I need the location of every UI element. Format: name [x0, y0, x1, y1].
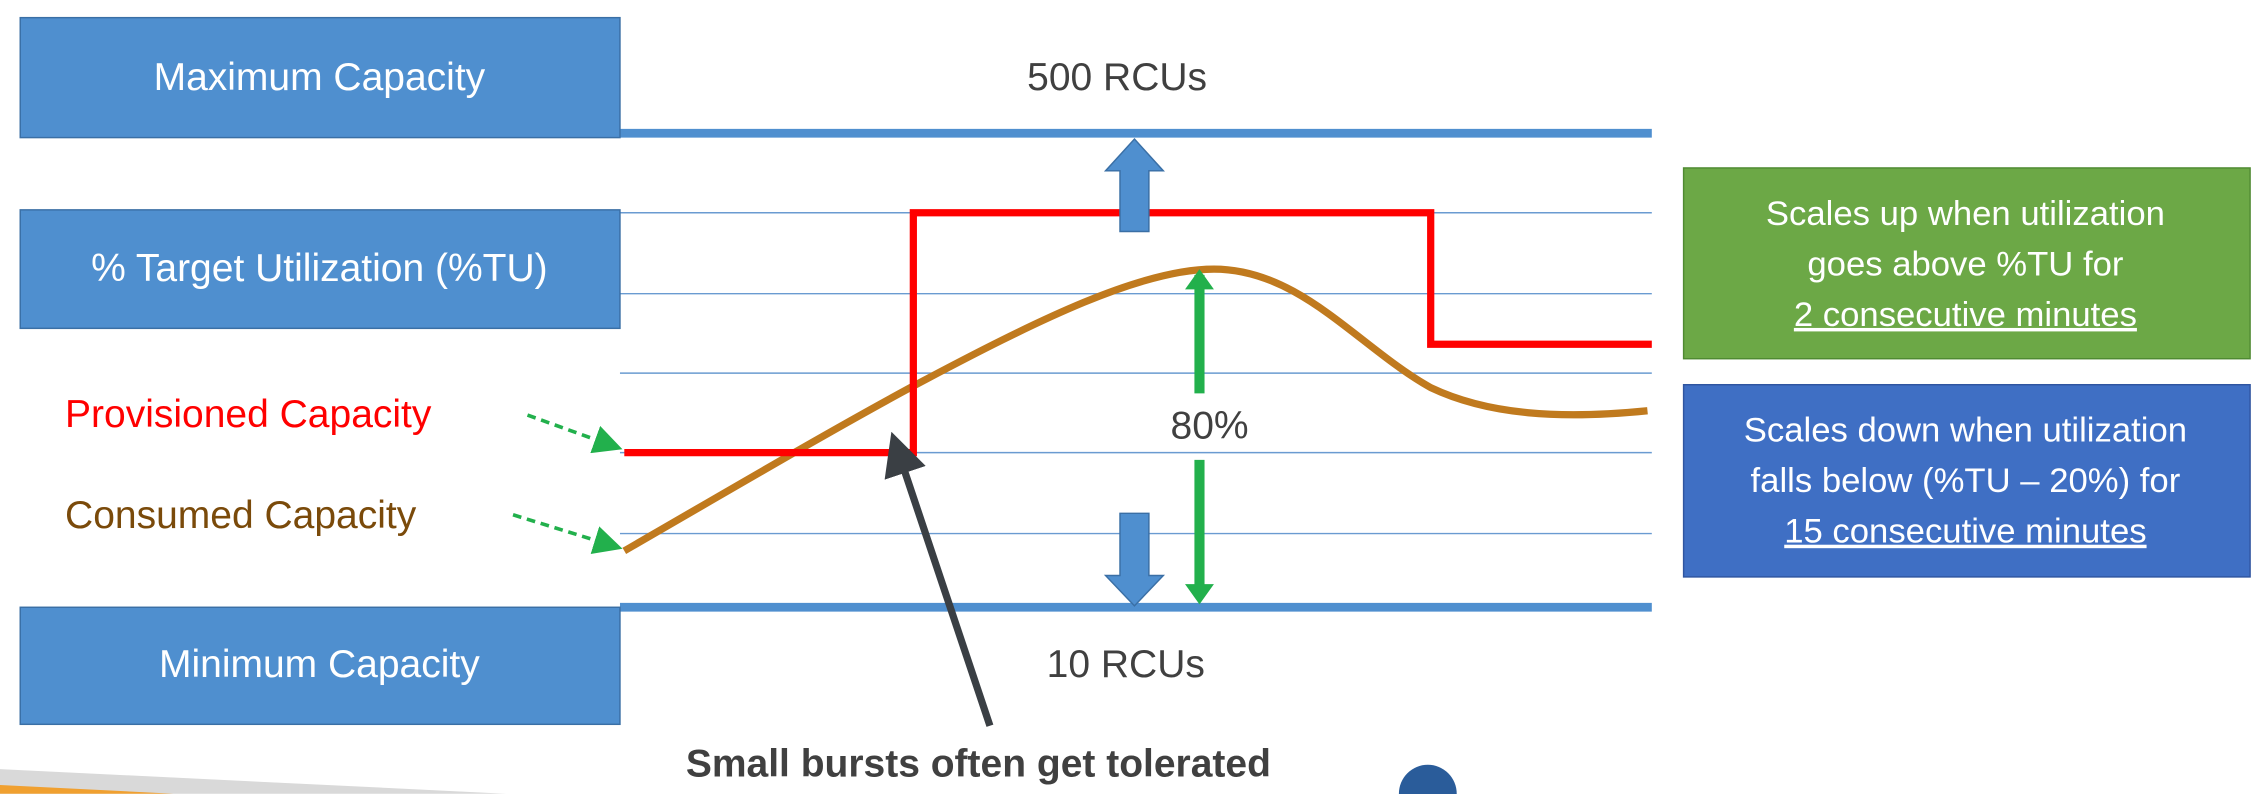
logo [1398, 764, 1457, 794]
target-label: % Target Utilization (%TU) [91, 247, 548, 290]
down-arrow [1103, 512, 1166, 607]
scale-down-box [1682, 383, 2251, 578]
min-rcu: 10 RCUs [1047, 643, 1205, 686]
scale-down-text: falls below (%TU – 20%) for [1751, 462, 2181, 500]
up-arrow [1103, 137, 1165, 233]
consumed-label: Consumed Capacity [65, 494, 417, 537]
min-box [19, 606, 621, 726]
dashed-arrow [526, 413, 623, 454]
pointer-arrow [884, 431, 994, 727]
decor [0, 769, 506, 794]
note: Small bursts often get tolerated [686, 743, 1271, 786]
guide-lines [619, 212, 1652, 535]
threshold-label: 80% [1171, 404, 1249, 447]
consumed-curve [622, 265, 1648, 555]
min-label: Minimum Capacity [159, 643, 480, 686]
max-rcu: 500 RCUs [1027, 56, 1207, 99]
max-label: Maximum Capacity [154, 56, 486, 99]
scale-up-box [1682, 167, 2251, 360]
scale-down-text: Scales down when utilization [1744, 412, 2187, 450]
scale-up-text: Scales up when utilization [1766, 195, 2165, 233]
dashed-arrow [512, 513, 623, 554]
provisioned-label: Provisioned Capacity [65, 393, 432, 436]
scale-up-emphasis: 2 consecutive minutes [1794, 296, 2137, 334]
target-box [19, 209, 621, 330]
scale-down-emphasis: 15 consecutive minutes [1784, 513, 2146, 551]
max-box [19, 16, 621, 139]
scale-up-text: goes above %TU for [1807, 245, 2123, 283]
provisioned-line [624, 209, 1652, 457]
